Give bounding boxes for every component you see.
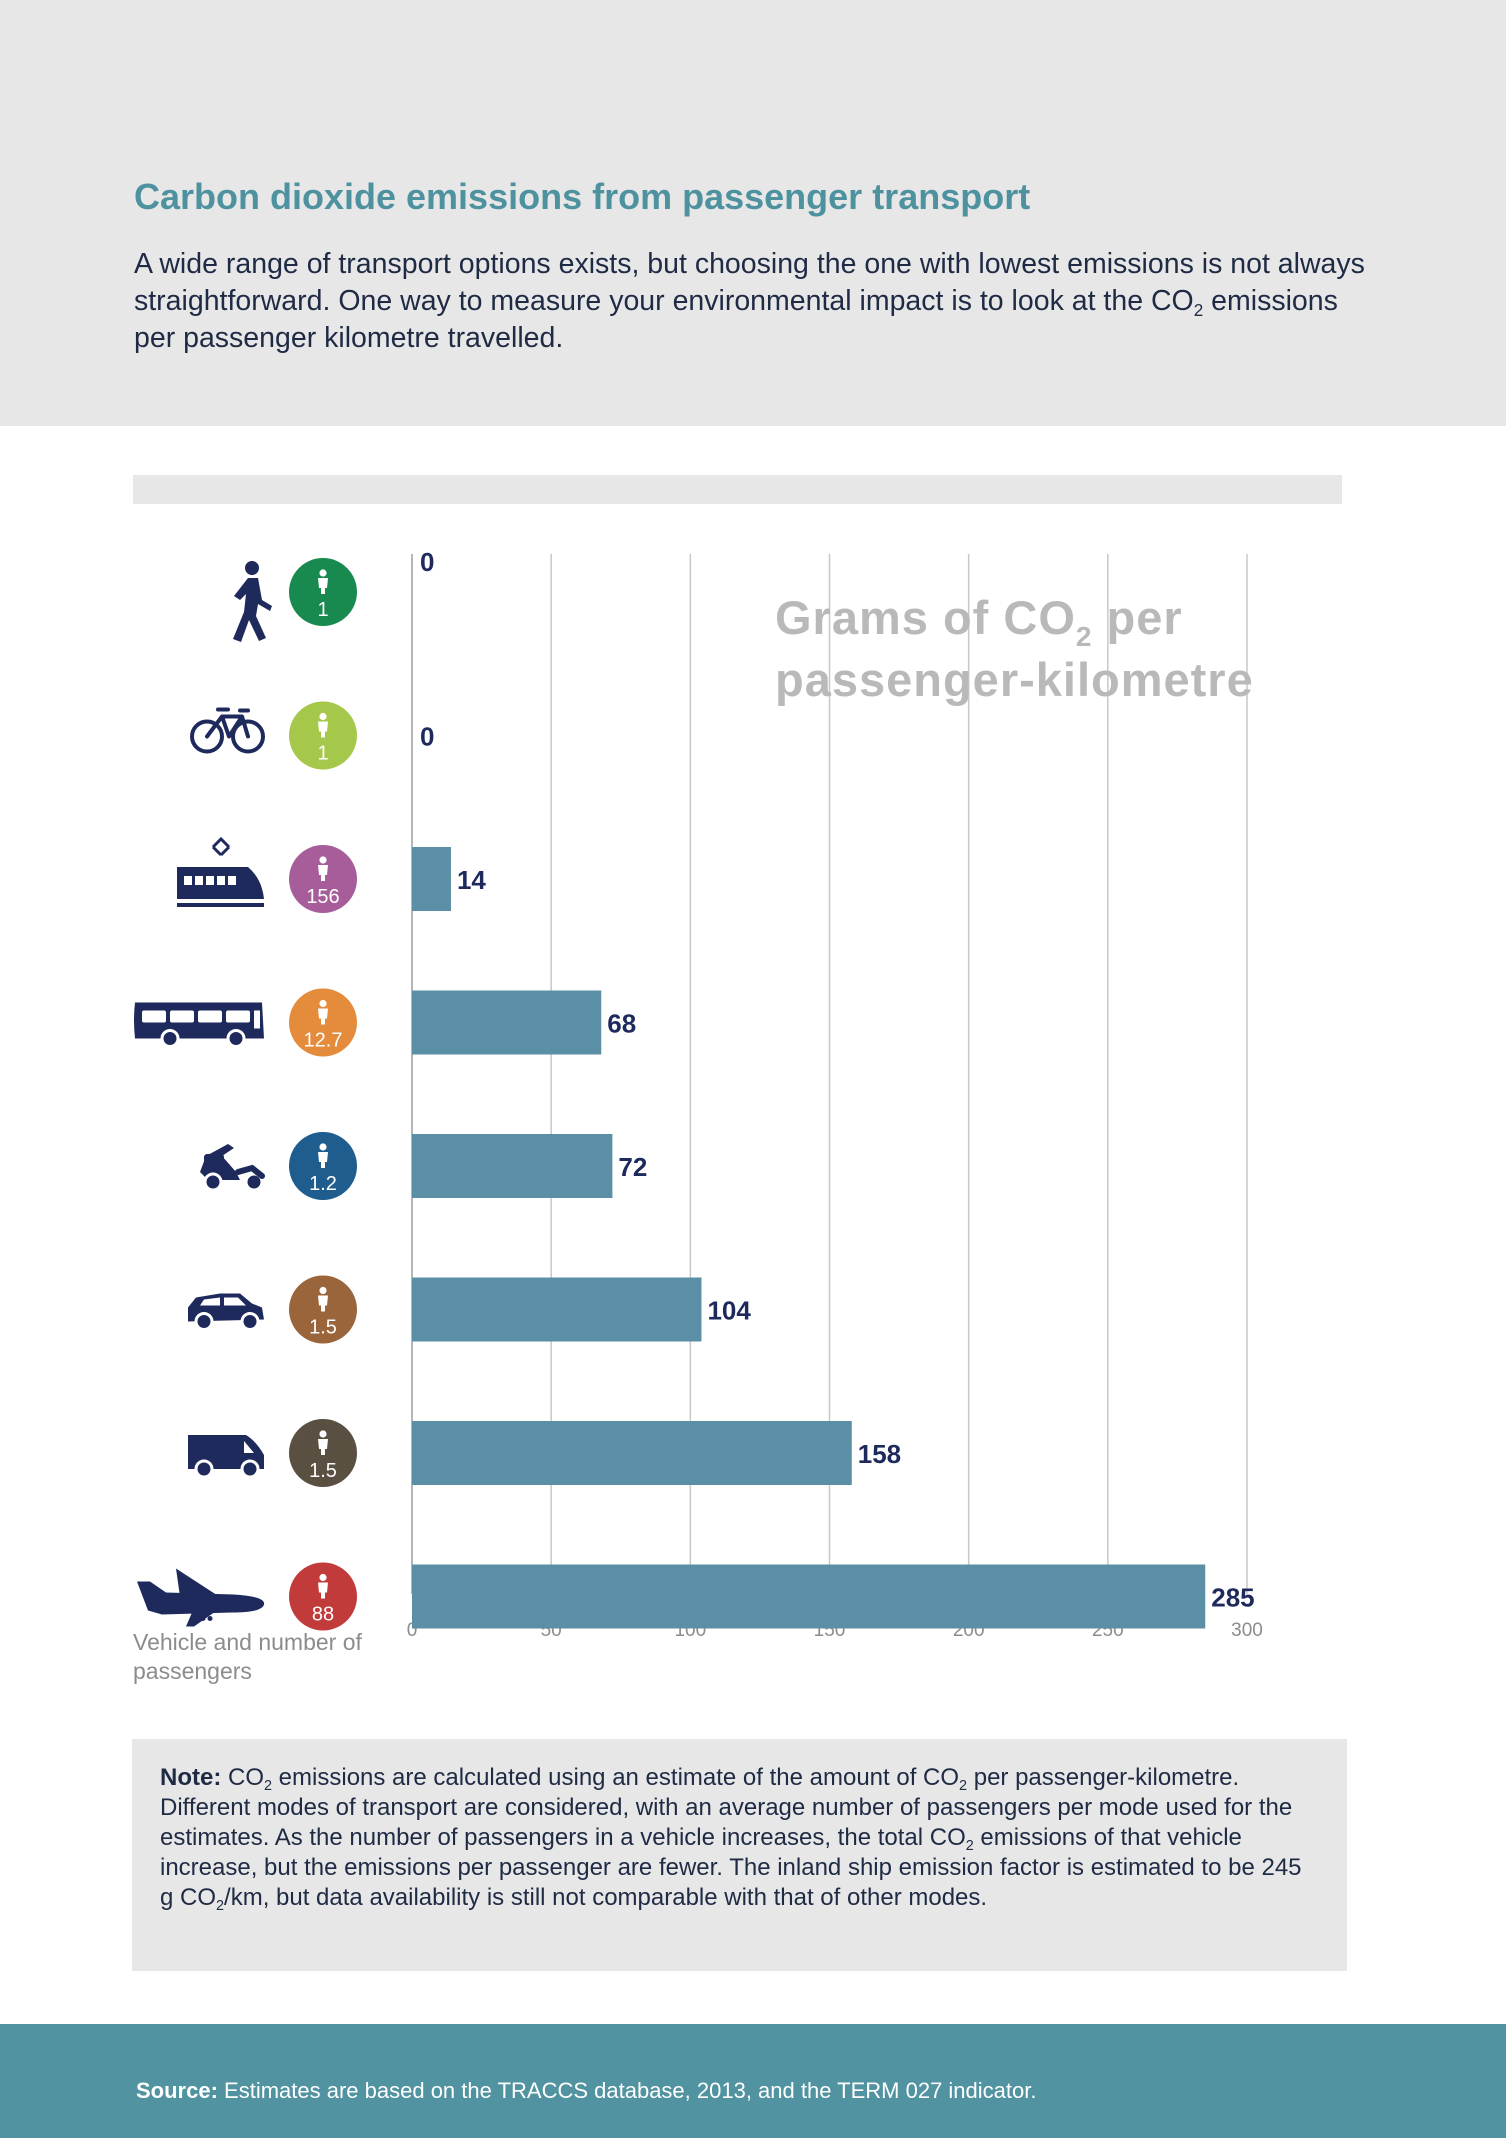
bar xyxy=(412,1421,852,1485)
source-footer: Source: Estimates are based on the TRACC… xyxy=(0,2024,1506,2138)
note-text: Note: CO2 emissions are calculated using… xyxy=(160,1763,1320,1913)
header-panel: Carbon dioxide emissions from passenger … xyxy=(0,0,1506,426)
passenger-count: 1 xyxy=(317,599,328,621)
note-part: CO xyxy=(221,1764,264,1791)
note-label: Note: xyxy=(160,1764,222,1791)
pedestrian-icon xyxy=(233,561,272,642)
passenger-badge: 156 xyxy=(289,845,357,913)
bar-value-label: 0 xyxy=(420,547,434,577)
bar xyxy=(412,1277,702,1342)
note-subscript: 2 xyxy=(216,1898,225,1915)
source-text: Source: Estimates are based on the TRACC… xyxy=(136,2078,1036,2104)
y-axis-label: Vehicle and number of passengers xyxy=(133,1629,362,1684)
passenger-count: 1.5 xyxy=(309,1317,337,1339)
x-tick-label: 300 xyxy=(1231,1620,1263,1641)
note-subscript: 2 xyxy=(264,1778,273,1795)
chart-title-line1: Grams of CO2 per xyxy=(775,591,1183,652)
bar xyxy=(412,990,602,1055)
bar-value-label: 0 xyxy=(420,722,434,752)
passenger-count: 1.5 xyxy=(309,1460,337,1482)
airplane-icon xyxy=(137,1568,265,1627)
passenger-count: 1 xyxy=(317,743,328,765)
note-part: /km, but data availability is still not … xyxy=(224,1884,988,1911)
bar xyxy=(412,1564,1206,1629)
source-label: Source: xyxy=(136,2078,218,2103)
passenger-badge: 1.2 xyxy=(289,1132,357,1200)
chart-title-line2: passenger-kilometre xyxy=(775,653,1254,706)
intro-text: A wide range of transport options exists… xyxy=(134,246,1374,357)
bus-icon xyxy=(134,1002,264,1048)
bar-value-label: 104 xyxy=(707,1296,751,1326)
bicycle-icon xyxy=(190,707,265,754)
passenger-badge: 1 xyxy=(289,701,357,770)
car-icon xyxy=(188,1293,264,1331)
note-part: emissions are calculated using an estima… xyxy=(272,1764,960,1791)
passenger-count: 88 xyxy=(312,1604,334,1626)
train-icon xyxy=(177,836,264,907)
passenger-badge: 12.7 xyxy=(289,988,357,1057)
intro-text-part: A wide range of transport options exists… xyxy=(134,248,1365,317)
note-subscript: 2 xyxy=(959,1778,968,1795)
passenger-badge: 88 xyxy=(289,1562,357,1631)
x-tick-label: 0 xyxy=(407,1620,418,1641)
bar-value-label: 14 xyxy=(457,865,486,895)
intro-text-part: emissions per passenger kilometre travel… xyxy=(134,285,1338,354)
source-body: Estimates are based on the TRACCS databa… xyxy=(217,2078,1037,2103)
intro-subscript: 2 xyxy=(1193,300,1204,320)
note-part: per passenger-kilometre. Different modes… xyxy=(160,1764,1293,1851)
bar-value-label: 72 xyxy=(618,1152,647,1182)
bar-value-label: 68 xyxy=(607,1009,636,1039)
passenger-badge: 1.5 xyxy=(289,1419,357,1487)
note-box: Note: CO2 emissions are calculated using… xyxy=(132,1739,1347,1971)
bar xyxy=(412,1134,613,1198)
passenger-badge: 1 xyxy=(289,558,357,626)
note-subscript: 2 xyxy=(965,1838,974,1855)
passenger-count: 12.7 xyxy=(304,1030,343,1052)
bar xyxy=(412,847,451,911)
bar-value-label: 158 xyxy=(858,1439,901,1469)
note-part: emissions of that vehicle increase, but … xyxy=(160,1824,1302,1911)
passenger-badge: 1.5 xyxy=(289,1275,357,1344)
passenger-count: 156 xyxy=(306,886,339,908)
page-title: Carbon dioxide emissions from passenger … xyxy=(134,176,1031,217)
van-icon xyxy=(188,1435,264,1479)
passenger-count: 1.2 xyxy=(309,1173,337,1195)
bar-value-label: 285 xyxy=(1211,1583,1254,1613)
scooter-icon xyxy=(200,1144,265,1192)
chart-top-bar xyxy=(133,475,1342,504)
